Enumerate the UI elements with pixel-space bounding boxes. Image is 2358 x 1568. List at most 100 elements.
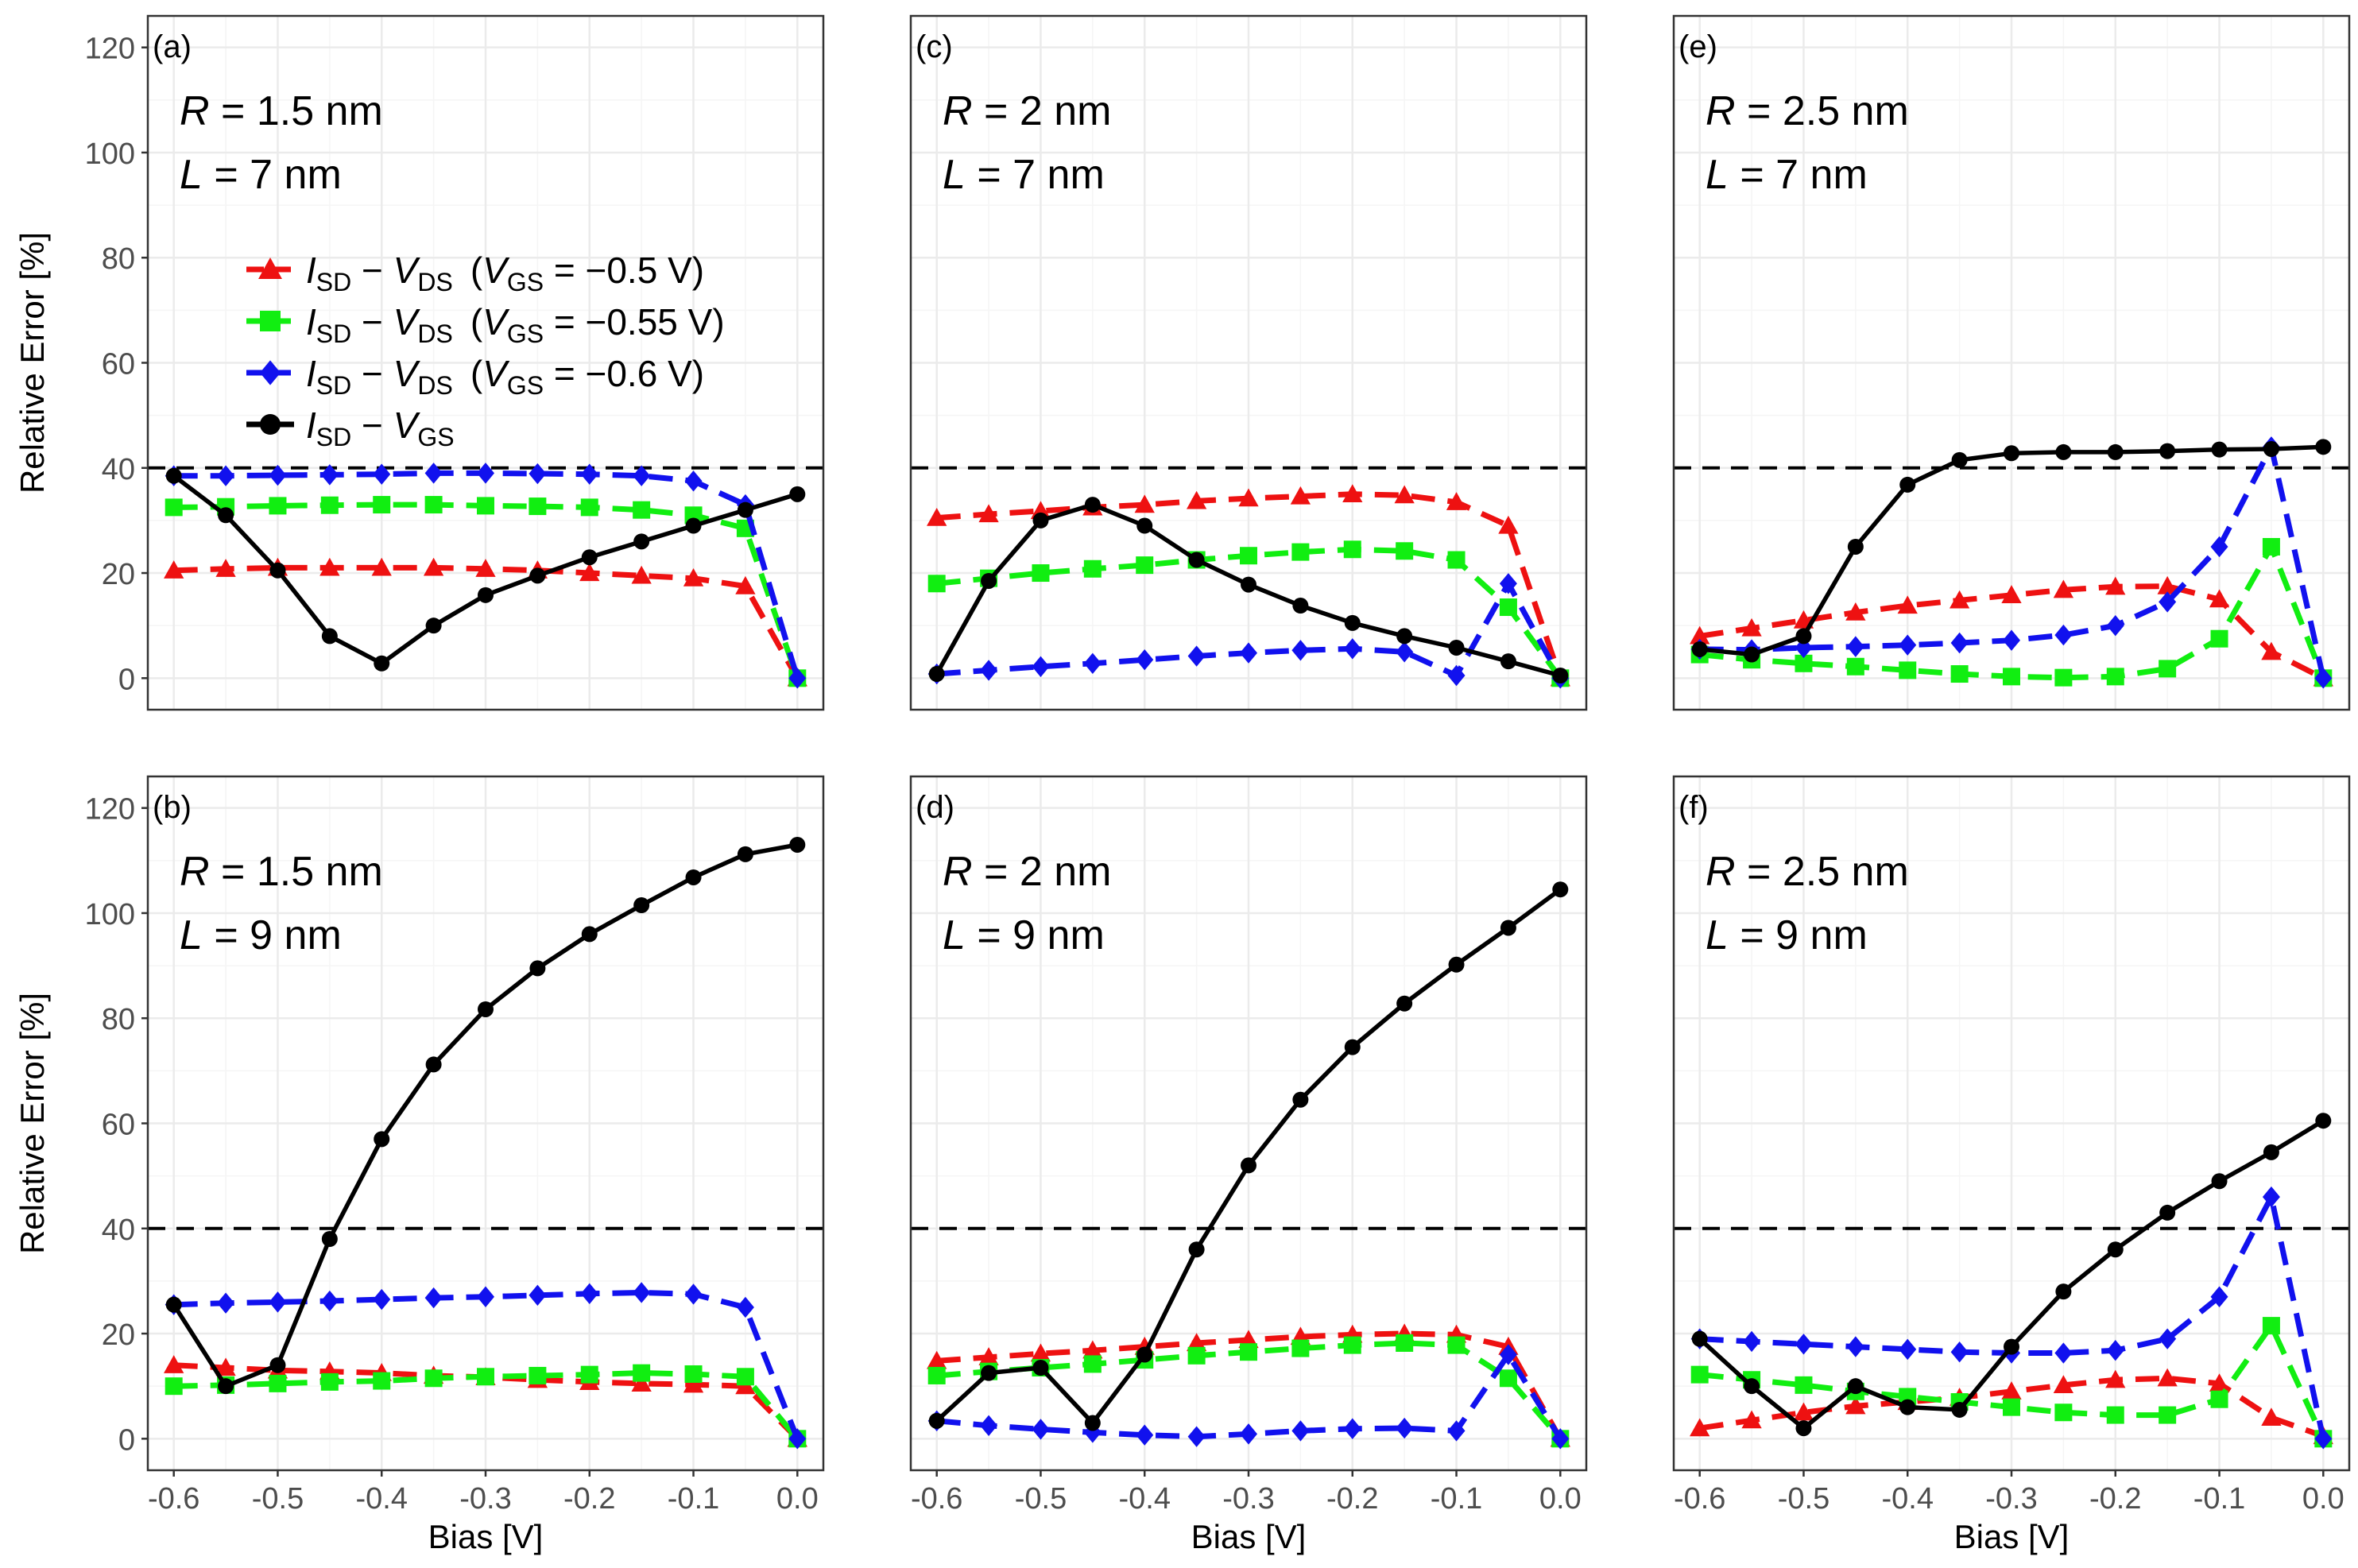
point-blue	[373, 463, 391, 485]
x-axis-title: Bias [V]	[1191, 1518, 1307, 1555]
radius-symbol: R	[1706, 849, 1736, 895]
point-black	[1847, 1378, 1864, 1395]
x-tick-label: -0.4	[1881, 1482, 1933, 1516]
legend-swatch-marker	[258, 257, 282, 279]
point-black	[2211, 441, 2228, 458]
point-green	[1291, 1339, 1310, 1357]
point-black	[789, 836, 806, 853]
point-red	[2209, 589, 2230, 608]
point-red	[927, 507, 947, 526]
point-black	[633, 533, 650, 550]
point-green	[2003, 1398, 2020, 1416]
x-tick-label: -0.3	[1985, 1482, 2037, 1516]
y-tick-label: 60	[102, 1109, 135, 1142]
point-blue	[217, 1292, 235, 1314]
point-red	[1030, 1343, 1051, 1362]
point-black	[1847, 538, 1864, 555]
point-black	[165, 467, 182, 484]
x-tick-label: -0.6	[911, 1482, 962, 1516]
point-blue	[1187, 1426, 1206, 1447]
point-blue	[2106, 614, 2124, 637]
point-blue	[1846, 1336, 1864, 1357]
panel-tag: (e)	[1678, 29, 1717, 64]
point-green	[1899, 661, 1917, 679]
point-red	[475, 559, 496, 577]
point-red	[1845, 602, 1866, 621]
point-green	[2210, 629, 2228, 648]
x-axis-title: Bias [V]	[428, 1518, 544, 1555]
point-red	[1186, 1333, 1207, 1352]
point-green	[1447, 1336, 1466, 1354]
point-red	[1897, 595, 1918, 614]
point-blue	[1950, 632, 1969, 654]
point-blue	[633, 1282, 651, 1303]
radius-label: R = 1.5 nm	[180, 88, 383, 134]
point-blue	[1499, 1344, 1517, 1365]
point-green	[1499, 1369, 1517, 1388]
point-green	[1499, 598, 1517, 617]
point-red	[2053, 1375, 2074, 1393]
point-black	[1552, 881, 1569, 898]
point-black	[1084, 1415, 1101, 1431]
x-tick-label: -0.5	[252, 1482, 304, 1516]
legend-condition-subscript: GS	[507, 319, 544, 348]
legend-condition-subscript: GS	[507, 268, 544, 296]
x-tick-label: 0.0	[776, 1482, 819, 1516]
y-tick-label: 40	[102, 453, 135, 486]
point-red	[2105, 1369, 2126, 1388]
y-axis-title: Relative Error [%]	[14, 993, 51, 1254]
legend-current-subscript: SD	[316, 371, 351, 400]
point-blue	[2003, 629, 2020, 651]
legend-separator: −	[351, 405, 393, 446]
legend-item-green: ISD − VDS (VGS = −0.55 V)	[246, 301, 725, 348]
length-symbol: L	[943, 912, 966, 958]
point-blue	[424, 463, 443, 484]
point-green	[580, 1365, 598, 1384]
point-black	[981, 1365, 997, 1381]
point-blue	[1032, 656, 1050, 677]
point-black	[928, 1412, 945, 1429]
legend-condition-open: (	[470, 250, 483, 291]
length-symbol: L	[1706, 152, 1729, 198]
length-value: = 9 nm	[966, 912, 1105, 958]
point-red	[1290, 486, 1311, 505]
point-blue	[1136, 1424, 1154, 1446]
legend-swatch-marker	[260, 311, 281, 331]
length-label: L = 7 nm	[180, 152, 342, 198]
point-black	[1136, 517, 1153, 534]
point-blue	[2054, 1342, 2073, 1364]
point-green	[2210, 1390, 2228, 1408]
point-blue	[1447, 664, 1466, 687]
legend-separator: −	[351, 250, 393, 291]
length-label: L = 9 nm	[180, 912, 342, 958]
radius-symbol: R	[943, 88, 973, 134]
y-tick-label: 80	[102, 1003, 135, 1036]
point-black	[218, 507, 234, 524]
point-black	[1188, 552, 1205, 568]
point-blue	[1743, 1330, 1761, 1353]
point-black	[2055, 1283, 2072, 1300]
point-black	[1241, 576, 1256, 593]
legend-voltage-subscript: DS	[417, 268, 452, 296]
legend-condition-symbol: V	[482, 250, 510, 291]
point-blue	[684, 470, 703, 492]
point-red	[164, 1355, 184, 1373]
legend-item-red: ISD − VDS (VGS = −0.5 V)	[246, 250, 704, 296]
point-black	[1241, 1157, 1256, 1174]
legend-voltage-subscript: GS	[417, 423, 454, 451]
point-black	[789, 486, 806, 502]
point-red	[978, 504, 999, 523]
point-blue	[2314, 668, 2333, 689]
legend-label: ISD − VDS (VGS = −0.55 V)	[306, 301, 725, 348]
point-red	[1498, 515, 1519, 534]
legend-voltage-symbol: V	[393, 250, 421, 291]
point-blue	[1083, 1422, 1102, 1443]
point-black	[478, 1001, 494, 1017]
legend-voltage-subscript: DS	[417, 319, 452, 348]
y-tick-label: 0	[118, 1423, 135, 1457]
point-green	[529, 1366, 547, 1384]
point-red	[683, 568, 704, 587]
point-green	[1950, 665, 1969, 683]
point-red	[371, 557, 392, 576]
